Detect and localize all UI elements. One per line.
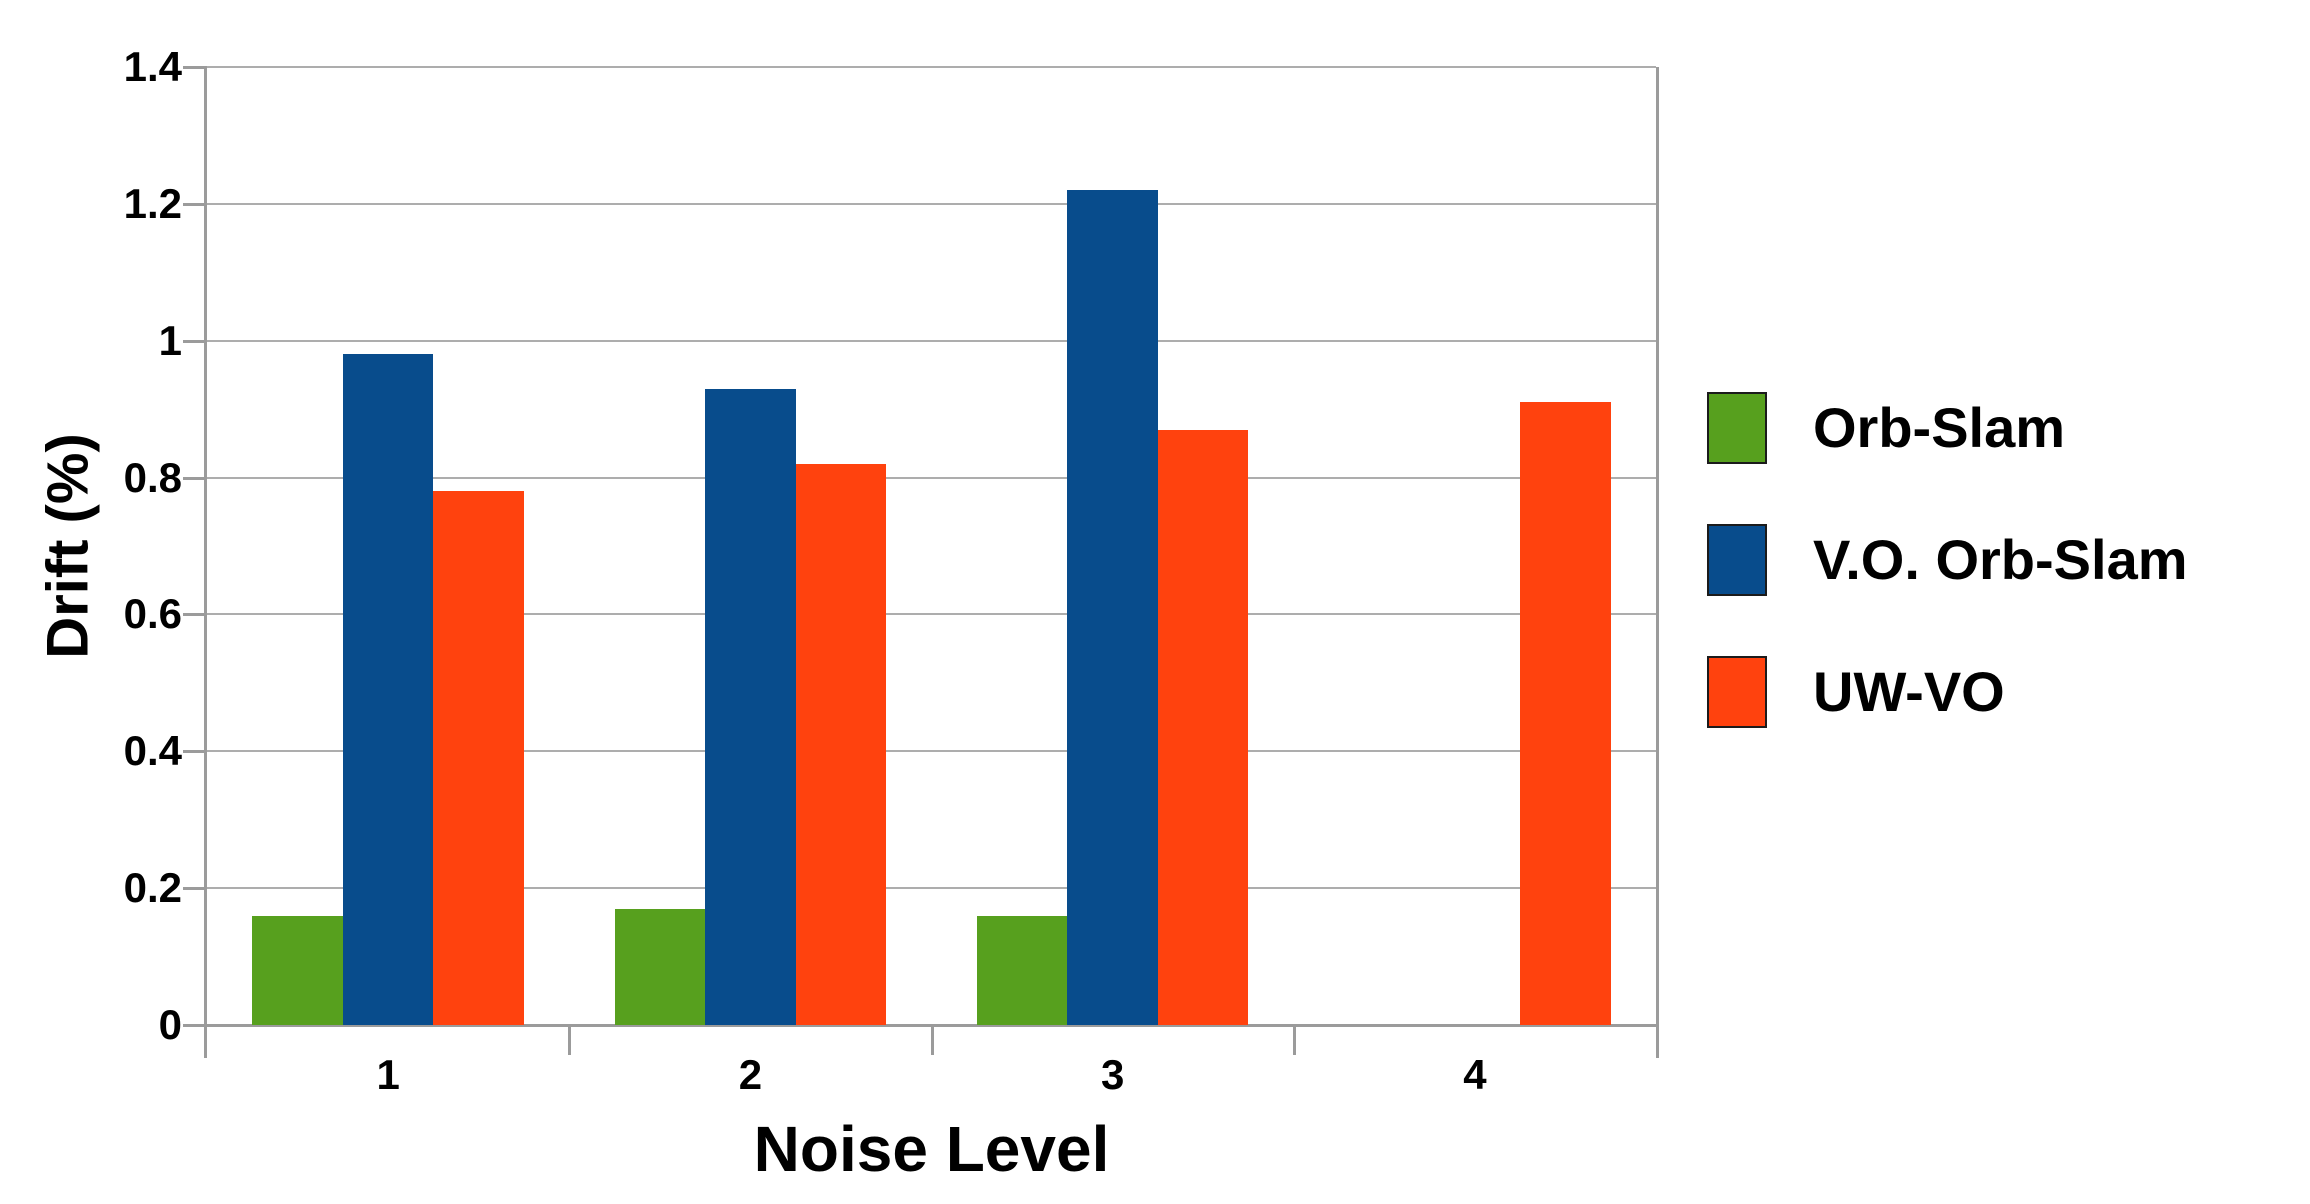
legend-swatch-v-o-orb-slam [1707,524,1767,596]
legend-label-v-o-orb-slam: V.O. Orb-Slam [1813,528,2188,591]
bar-v-o-orb-slam-noise-1 [342,354,434,1025]
bar-orb-slam-noise-3 [976,915,1068,1025]
y-axis-tick-label: 0 [158,1001,182,1048]
y-axis-line [204,67,207,1058]
gridline [207,66,1656,68]
x-axis-tick-label: 1 [376,1051,400,1098]
bar-orb-slam-noise-1 [252,915,343,1025]
gridline [207,339,1656,342]
y-axis-tick [183,1024,207,1027]
legend-item-orb-slam: Orb-Slam [1707,392,2188,464]
bar-uw-vo-noise-3 [1157,429,1249,1025]
plot-right-border [1656,67,1659,1058]
bar-uw-vo-noise-4 [1520,402,1611,1025]
legend-swatch-uw-vo [1707,656,1767,728]
y-axis-tick [183,887,207,891]
x-axis-tick [930,1025,934,1055]
x-axis-tick [568,1025,572,1055]
x-axis-tick-label: 3 [1100,1051,1125,1098]
y-axis-tick [183,66,207,69]
y-axis-tick-label: 1.4 [123,43,182,90]
gridline [207,613,1656,616]
y-axis-tick-label: 0.4 [123,727,182,775]
y-axis-tick-label: 0.6 [123,590,182,638]
y-axis-tick [183,750,207,754]
bar-uw-vo-noise-2 [795,463,887,1025]
y-axis-tick-label: 0.2 [123,864,182,912]
y-axis-tick-label: 1.2 [123,179,182,227]
bar-v-o-orb-slam-noise-2 [705,388,796,1025]
legend-item-uw-vo: UW-VO [1707,656,2188,728]
y-axis-tick [183,202,207,206]
y-axis-tick [183,339,207,343]
x-axis-title: Noise Level [753,1113,1110,1185]
x-axis-tick-label: 2 [738,1051,763,1098]
legend-item-v-o-orb-slam: V.O. Orb-Slam [1707,524,2188,596]
y-axis-tick-label: 0.8 [123,453,182,501]
legend-label-uw-vo: UW-VO [1813,660,2005,723]
gridline [207,202,1656,205]
bar-v-o-orb-slam-noise-3 [1067,190,1158,1025]
x-axis-tick [1292,1025,1296,1055]
bar-orb-slam-noise-2 [614,908,706,1025]
bar-uw-vo-noise-1 [433,491,524,1025]
legend: Orb-Slam V.O. Orb-Slam UW-VO [1707,392,2188,728]
gridline [207,476,1656,479]
gridline [207,750,1656,753]
legend-label-orb-slam: Orb-Slam [1813,396,2066,459]
y-axis-tick [183,613,207,617]
y-axis-tick-label: 1 [158,316,182,364]
x-axis-tick-label: 4 [1463,1051,1487,1098]
legend-swatch-orb-slam [1707,392,1767,464]
y-axis-tick [183,476,207,480]
gridline [207,887,1656,890]
